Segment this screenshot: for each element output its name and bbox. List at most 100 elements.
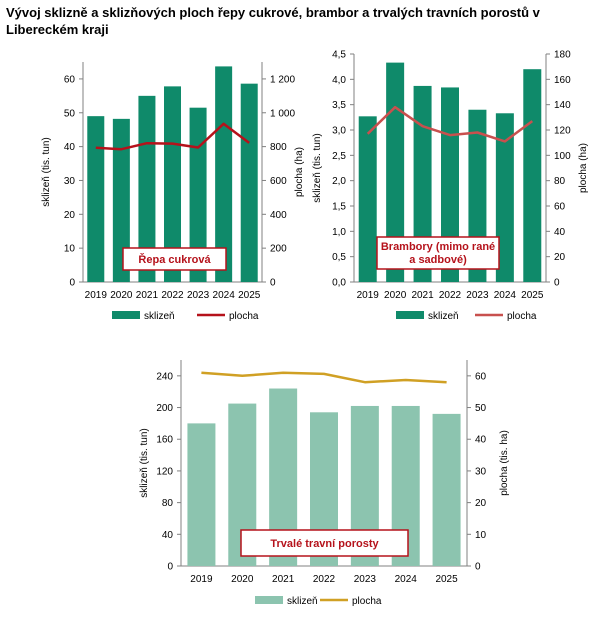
bar-2019	[87, 116, 105, 283]
x-tick-label: 2023	[466, 290, 489, 301]
y-tick-label: 0,5	[332, 252, 346, 263]
bar-2024	[215, 66, 233, 283]
bar-2019	[358, 116, 377, 282]
y2-tick-label: 40	[554, 227, 566, 238]
y-tick-label: 0	[69, 278, 75, 289]
legend-label-plocha: plocha	[352, 596, 382, 607]
bar-2019	[187, 423, 216, 566]
y2-tick-label: 40	[475, 435, 487, 446]
y2-tick-label: 0	[554, 278, 560, 289]
x-tick-label: 2020	[110, 290, 133, 301]
y2-axis-title: plocha (tis. ha)	[499, 430, 510, 496]
y2-tick-label: 140	[554, 100, 571, 111]
y2-tick-label: 600	[270, 176, 287, 187]
y-tick-label: 0	[167, 562, 173, 573]
chart-trvale-travni-porosty: 0 40 80 120 160 200 240 0 10 20 30 40 50 60 2019 2020 20…	[139, 360, 510, 607]
y-tick-label: 3,0	[332, 126, 346, 137]
bar-2020	[112, 118, 130, 282]
y2-tick-label: 50	[475, 403, 487, 414]
x-tick-label: 2024	[494, 290, 517, 301]
chart-title-box	[376, 236, 500, 270]
chart-title-box	[122, 247, 227, 271]
x-tick-label: 2022	[439, 290, 462, 301]
y2-axis-title: plocha (ha)	[294, 147, 305, 197]
chart-title: Trvalé travní porosty	[270, 538, 379, 550]
bar-2021	[413, 85, 432, 282]
chart-title: Řepa cukrová	[138, 253, 211, 266]
bar-2022	[441, 87, 459, 282]
chart-title-line1: Brambory (mimo rané	[381, 241, 495, 253]
y2-tick-label: 1 000	[270, 108, 295, 119]
y2-tick-label: 160	[554, 75, 571, 86]
x-tick-label: 2022	[313, 574, 336, 585]
y-tick-label: 2,5	[332, 151, 346, 162]
y2-tick-label: 200	[270, 244, 287, 255]
line-plocha	[95, 122, 250, 151]
y-tick-label: 40	[64, 142, 76, 153]
x-tick-label: 2023	[187, 290, 210, 301]
x-tick-label: 2019	[85, 290, 108, 301]
legend-swatch-sklizen	[255, 596, 283, 604]
x-tick-label: 2022	[161, 290, 184, 301]
y2-tick-label: 20	[475, 498, 487, 509]
y2-tick-label: 60	[554, 202, 566, 213]
x-tick-label: 2025	[435, 574, 458, 585]
bar-2023	[189, 107, 207, 282]
legend-label-plocha: plocha	[229, 311, 259, 322]
y-tick-label: 160	[156, 435, 173, 446]
x-tick-label: 2019	[357, 290, 380, 301]
line-plocha	[201, 371, 447, 384]
y2-tick-label: 400	[270, 210, 287, 221]
legend-swatch-sklizen	[112, 311, 140, 319]
y2-tick-label: 800	[270, 142, 287, 153]
y2-tick-label: 0	[475, 562, 481, 573]
x-tick-label: 2024	[213, 290, 236, 301]
x-tick-label: 2023	[354, 574, 377, 585]
y-tick-label: 50	[64, 108, 76, 119]
x-tick-label: 2020	[231, 574, 254, 585]
y2-tick-label: 20	[554, 252, 566, 263]
y-tick-label: 0,0	[332, 278, 346, 289]
y-tick-label: 80	[162, 498, 174, 509]
y2-tick-label: 30	[475, 466, 487, 477]
y2-tick-label: 180	[554, 50, 571, 61]
y-tick-label: 200	[156, 403, 173, 414]
bar-2025	[523, 69, 542, 282]
y2-tick-label: 80	[554, 176, 566, 187]
y-tick-label: 10	[64, 244, 76, 255]
legend-label-sklizen: sklizeň	[287, 596, 318, 607]
y2-tick-label: 1 200	[270, 74, 295, 85]
x-tick-label: 2020	[384, 290, 407, 301]
x-tick-label: 2021	[411, 290, 434, 301]
bar-2022	[164, 86, 181, 282]
y2-axis-title: plocha (ha)	[578, 143, 589, 193]
y-tick-label: 4,0	[332, 75, 346, 86]
legend-label-sklizen: sklizeň	[428, 311, 459, 322]
y-tick-label: 20	[64, 210, 76, 221]
bar-2024	[495, 113, 514, 282]
page-title: Vývoj sklizně a sklizňových ploch řepy c…	[6, 5, 540, 37]
x-tick-label: 2024	[395, 574, 418, 585]
chart-title-box	[240, 529, 409, 557]
y-axis-title: sklizeň (tis. tun)	[41, 137, 52, 206]
y-tick-label: 120	[156, 466, 173, 477]
y2-tick-label: 120	[554, 126, 571, 137]
legend-swatch-sklizen	[396, 311, 424, 319]
y-tick-label: 30	[64, 176, 76, 187]
bar-2025	[240, 83, 258, 283]
bar-2025	[432, 413, 461, 566]
y-tick-label: 1,0	[332, 227, 346, 238]
chart-title-line2: a sadbové)	[409, 254, 467, 266]
x-tick-label: 2019	[190, 574, 213, 585]
y-axis-title: sklizeň (tis. tun)	[139, 428, 150, 497]
y-tick-label: 4,5	[332, 50, 346, 61]
y2-tick-label: 0	[270, 278, 276, 289]
y-tick-label: 2,0	[332, 176, 346, 187]
x-tick-label: 2021	[136, 290, 159, 301]
line-plocha	[366, 105, 534, 143]
y2-tick-label: 100	[554, 151, 571, 162]
y-tick-label: 240	[156, 371, 173, 382]
y-tick-label: 60	[64, 74, 76, 85]
legend-label-plocha: plocha	[507, 311, 537, 322]
